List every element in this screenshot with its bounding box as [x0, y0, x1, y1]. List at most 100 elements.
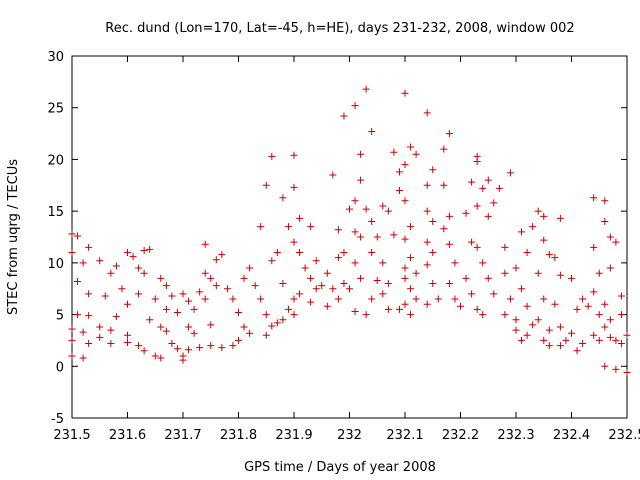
data-point [540, 336, 548, 344]
data-point [423, 109, 431, 117]
data-point [240, 274, 248, 282]
data-point [124, 300, 131, 308]
data-point [512, 326, 520, 334]
data-point [351, 259, 359, 267]
data-point [445, 212, 453, 220]
data-point [296, 249, 304, 257]
data-point [534, 316, 542, 324]
y-tick-label: 30 [47, 50, 64, 65]
data-point [529, 321, 537, 329]
data-point [590, 243, 598, 251]
data-point [462, 274, 470, 282]
data-point [74, 311, 82, 319]
data-point [623, 331, 631, 339]
data-point [501, 311, 509, 319]
data-point [484, 274, 492, 282]
data-point [623, 368, 631, 376]
y-tick-label: 20 [47, 153, 64, 168]
data-point [395, 168, 403, 176]
x-tick-label: 232 [337, 428, 362, 443]
data-point [551, 300, 559, 308]
data-point [423, 300, 431, 308]
data-point [401, 300, 409, 308]
data-point [79, 328, 87, 336]
data-point [590, 331, 598, 339]
data-point [379, 202, 387, 210]
data-point [218, 344, 226, 352]
data-point [185, 323, 193, 331]
data-point [207, 342, 215, 350]
data-point [556, 214, 564, 222]
data-point [573, 347, 581, 355]
data-point [201, 240, 209, 248]
data-point [262, 181, 270, 189]
x-tick-label: 232.3 [497, 428, 534, 443]
data-point [590, 194, 598, 202]
data-point [617, 292, 625, 300]
x-tick-label: 231.6 [109, 428, 146, 443]
data-point [290, 238, 298, 246]
data-point [423, 207, 431, 215]
data-point [545, 251, 553, 259]
data-point [368, 128, 376, 136]
data-point [429, 280, 437, 288]
data-point [501, 269, 509, 277]
data-point [157, 354, 165, 362]
data-point [162, 327, 170, 335]
data-point [357, 176, 365, 184]
data-point [518, 285, 526, 293]
data-point [112, 262, 120, 270]
data-point [468, 238, 476, 246]
data-point [201, 269, 209, 277]
data-point [68, 352, 76, 360]
data-point [590, 288, 598, 296]
data-point [190, 329, 198, 337]
data-point [473, 157, 481, 165]
data-point [540, 236, 548, 244]
data-point [579, 295, 587, 303]
y-tick-label: 15 [47, 205, 64, 220]
data-point [612, 238, 620, 246]
data-point [451, 295, 459, 303]
data-point [268, 257, 276, 265]
data-point [540, 212, 548, 220]
data-point [157, 323, 165, 331]
data-point [551, 254, 559, 262]
y-tick-label: 25 [47, 102, 64, 117]
data-point [617, 311, 625, 319]
y-axis-label: STEC from uqrg / TECUs [6, 159, 21, 315]
data-point [423, 238, 431, 246]
data-point [296, 214, 304, 222]
data-point [334, 295, 342, 303]
x-tick-label: 232.5 [608, 428, 640, 443]
data-point [479, 311, 487, 319]
data-point [124, 249, 131, 257]
data-point [440, 181, 448, 189]
data-point [512, 316, 520, 324]
data-point [124, 331, 131, 339]
data-point [185, 346, 193, 354]
data-point [218, 251, 226, 259]
data-point [118, 285, 126, 293]
data-point [612, 365, 620, 373]
data-point [490, 199, 498, 207]
data-point [351, 228, 359, 236]
data-point [340, 112, 348, 120]
data-point [534, 269, 542, 277]
data-point [390, 148, 398, 156]
data-point [357, 150, 365, 158]
data-point [334, 226, 342, 234]
data-point [506, 295, 514, 303]
data-point [434, 295, 442, 303]
data-point [107, 326, 115, 334]
data-point [568, 329, 575, 337]
y-tick-label: -5 [51, 412, 64, 427]
data-point [457, 302, 464, 310]
data-point [479, 259, 487, 267]
data-point [251, 282, 259, 290]
data-point [273, 249, 281, 257]
data-point [85, 312, 93, 320]
data-point [185, 297, 193, 305]
data-point [479, 184, 487, 192]
data-point [484, 176, 492, 184]
